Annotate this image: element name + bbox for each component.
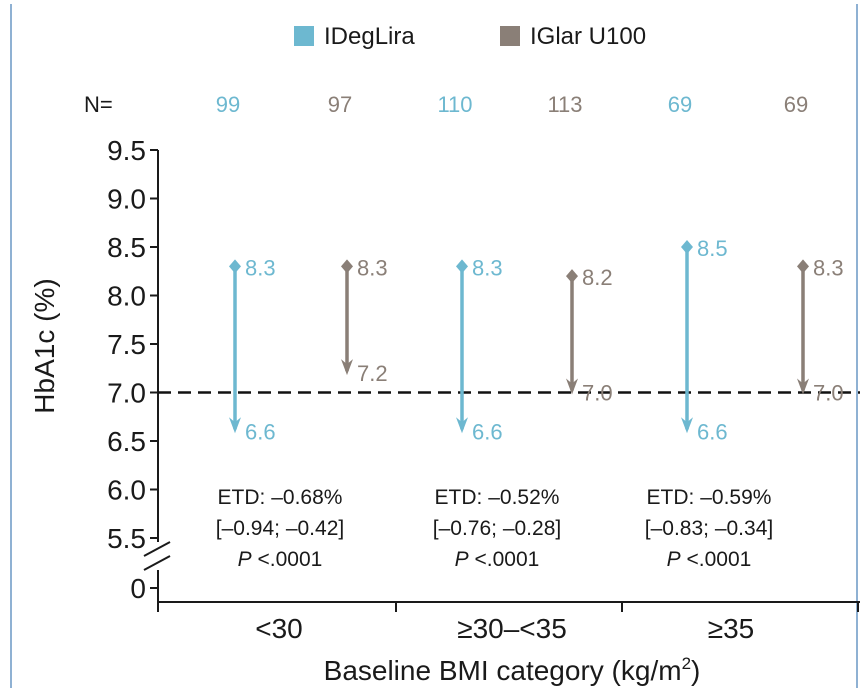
iglar-arrow-2-arrowhead xyxy=(797,378,809,395)
y-tick-label: 0 xyxy=(130,573,146,604)
ideglira-arrow-1-arrowhead xyxy=(456,417,468,434)
iglar-arrow-2-baseline-marker xyxy=(797,259,809,274)
legend: IDegLira IGlar U100 xyxy=(294,23,646,50)
y-tick-label: 8.0 xyxy=(107,281,146,312)
y-tick-label: 7.5 xyxy=(107,329,146,360)
ideglira-arrow-1-baseline-label: 8.3 xyxy=(472,255,503,280)
p-number: <.0001 xyxy=(252,548,323,571)
p-value-0: P <.0001 xyxy=(238,548,323,571)
x-axis-title-main: Baseline BMI category (kg/m xyxy=(324,655,682,686)
ideglira-arrow-2-baseline-marker xyxy=(681,240,693,254)
ideglira-arrow-0-end-label: 6.6 xyxy=(245,419,276,444)
p-symbol: P xyxy=(238,548,252,571)
y-tick-label: 6.0 xyxy=(107,475,146,506)
p-number: <.0001 xyxy=(681,548,752,571)
y-axis-title: HbA1c (%) xyxy=(29,278,60,413)
n-label: N= xyxy=(84,92,113,117)
y-axis: 9.5 9.0 8.5 8.0 7.5 7.0 6.5 6.0 5.5 0 HbA1c (%) xyxy=(29,135,171,604)
iglar-arrow-2-end-label: 7.0 xyxy=(813,381,844,406)
n-row: N= 99 97 110 113 69 69 xyxy=(84,92,808,117)
n-iglar-2: 69 xyxy=(784,92,808,117)
y-tick-label: 7.0 xyxy=(107,378,146,409)
hba1c-chart: IDegLira IGlar U100 N= 99 97 110 113 69 69 9.59… xyxy=(29,23,860,686)
legend-swatch-ideglira xyxy=(294,26,314,46)
ideglira-arrow-0-baseline-marker xyxy=(229,259,241,274)
y-tick-label: 9.5 xyxy=(107,135,146,166)
etd-label-0: ETD: –0.68% xyxy=(218,486,343,509)
x-axis-title: Baseline BMI category (kg/m2) xyxy=(324,654,701,686)
etd-label-1: ETD: –0.52% xyxy=(435,486,560,509)
y-tick-label: 6.5 xyxy=(107,426,146,457)
n-iglar-0: 97 xyxy=(328,92,352,117)
y-tick-label: 8.5 xyxy=(107,232,146,263)
etd-ci-2: [–0.83; –0.34] xyxy=(645,517,773,540)
etd-ci-1: [–0.76; –0.28] xyxy=(433,517,561,540)
p-value-2: P <.0001 xyxy=(667,548,752,571)
axis-break-mark xyxy=(143,541,171,557)
iglar-arrow-1-arrowhead xyxy=(566,378,578,395)
iglar-arrow-0-baseline-label: 8.3 xyxy=(357,255,388,280)
legend-label-ideglira: IDegLira xyxy=(324,23,415,50)
x-category-label-1: ≥30–<35 xyxy=(457,613,567,644)
chart-marks: 8.3 6.6 8.3 7.2 8.3 6.6 8.2 7.0 8.5 6.6 8.3 7.0 xyxy=(229,236,844,444)
p-symbol: P xyxy=(455,548,469,571)
iglar-arrow-2-baseline-label: 8.3 xyxy=(813,255,844,280)
y-tick-label: 5.5 xyxy=(107,523,146,554)
iglar-arrow-0-arrowhead xyxy=(341,359,353,376)
y-tick-label: 9.0 xyxy=(107,184,146,215)
n-ideglira-2: 69 xyxy=(668,92,692,117)
iglar-arrow-1-baseline-label: 8.2 xyxy=(582,265,613,290)
x-axis-title-superscript: 2 xyxy=(682,654,691,673)
iglar-arrow-1-baseline-marker xyxy=(566,269,578,284)
ideglira-arrow-1-baseline-marker xyxy=(456,259,468,274)
p-symbol: P xyxy=(667,548,681,571)
ideglira-arrow-2-arrowhead xyxy=(681,417,693,434)
x-axis-title-close: ) xyxy=(691,655,700,686)
legend-label-iglar: IGlar U100 xyxy=(530,23,646,50)
p-value-1: P <.0001 xyxy=(455,548,540,571)
iglar-arrow-0-baseline-marker xyxy=(341,259,353,274)
axis-break-mark xyxy=(143,555,171,571)
etd-annotations: ETD: –0.68% [–0.94; –0.42] P <.0001 ETD: –0… xyxy=(216,486,773,571)
ideglira-arrow-0-baseline-label: 8.3 xyxy=(245,255,276,280)
x-category-label-2: ≥35 xyxy=(708,613,755,644)
n-ideglira-1: 110 xyxy=(437,92,472,117)
ideglira-arrow-2-baseline-label: 8.5 xyxy=(697,236,728,261)
etd-label-2: ETD: –0.59% xyxy=(647,486,772,509)
iglar-arrow-0-end-label: 7.2 xyxy=(357,361,388,386)
ideglira-arrow-2-end-label: 6.6 xyxy=(697,419,728,444)
chart-frame: IDegLira IGlar U100 N= 99 97 110 113 69 69 9.5 9… xyxy=(10,4,860,688)
legend-swatch-iglar xyxy=(500,26,520,46)
iglar-arrow-1-end-label: 7.0 xyxy=(582,381,613,406)
ideglira-arrow-1-end-label: 6.6 xyxy=(472,419,503,444)
n-iglar-1: 113 xyxy=(547,92,582,117)
p-number: <.0001 xyxy=(469,548,540,571)
etd-ci-0: [–0.94; –0.42] xyxy=(216,517,344,540)
x-category-label-0: <30 xyxy=(255,613,303,644)
ideglira-arrow-0-arrowhead xyxy=(229,417,241,434)
n-ideglira-0: 99 xyxy=(216,92,240,117)
